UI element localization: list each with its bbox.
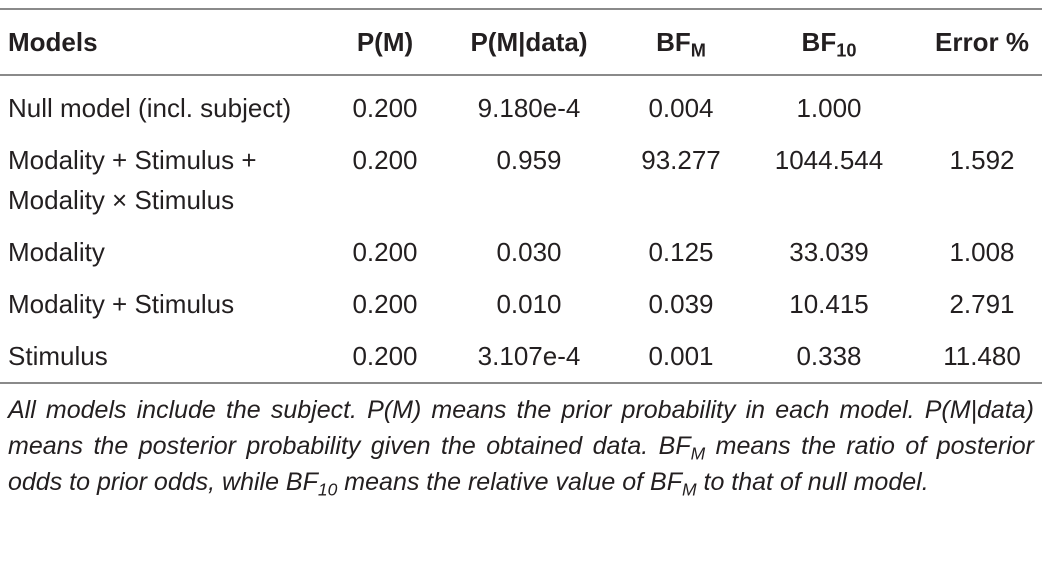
table-cell: 1.000 xyxy=(796,93,862,123)
table-row: Stimulus 0.200 3.107e-4 0.001 0.338 11.480 xyxy=(0,330,1042,383)
header-subscript: M xyxy=(690,39,706,60)
model-name: Modality xyxy=(8,237,105,267)
note-text: to that of null model. xyxy=(696,468,929,496)
table-cell xyxy=(922,75,1042,134)
table-cell: 0.200 xyxy=(352,341,418,371)
table-cell: 0.959 xyxy=(496,145,562,175)
note-subscript: 10 xyxy=(317,479,338,500)
table-cell: 2.791 xyxy=(949,289,1015,319)
table-row: Modality 0.200 0.030 0.125 33.039 1.008 xyxy=(0,226,1042,278)
header-text: BF xyxy=(801,26,837,57)
table-cell: 0.338 xyxy=(796,341,862,371)
header-text: BF xyxy=(656,26,691,57)
table-cell: 0.200 xyxy=(352,237,418,267)
model-name: Null model (incl. subject) xyxy=(8,93,292,123)
table-cell: 11.480 xyxy=(943,341,1021,371)
header-text: P(M) xyxy=(356,26,414,57)
table-cell: 33.039 xyxy=(789,237,869,267)
note-text: All models include the subject. P(M) mea… xyxy=(8,396,1034,460)
table-cell: 0.030 xyxy=(496,237,562,267)
note-subscript: M xyxy=(690,443,706,464)
table-note: All models include the subject. P(M) mea… xyxy=(0,384,1042,500)
note-text: means the relative value of BF xyxy=(337,468,682,496)
header-cell: Error % xyxy=(922,9,1042,75)
table-header: Models P(M) P(M|data) BFM BF10 Error % xyxy=(0,9,1042,75)
table-body: Null model (incl. subject) 0.200 9.180e-4 0… xyxy=(0,75,1042,383)
header-cell: BFM xyxy=(626,9,736,75)
table-cell: 0.001 xyxy=(648,341,714,371)
table-cell: 3.107e-4 xyxy=(477,341,581,371)
header-cell: P(M) xyxy=(338,9,432,75)
model-name: Stimulus xyxy=(8,341,108,371)
table-cell: 0.010 xyxy=(496,289,562,319)
header-cell: BF10 xyxy=(736,9,922,75)
header-cell: Models xyxy=(0,9,338,75)
header-cell: P(M|data) xyxy=(432,9,626,75)
header-text: Models xyxy=(8,26,98,57)
header-text: P(M|data) xyxy=(470,26,588,57)
header-text: Error % xyxy=(935,26,1029,57)
table-cell: 0.200 xyxy=(352,145,418,175)
table-cell: 93.277 xyxy=(641,145,721,175)
table-row: Null model (incl. subject) 0.200 9.180e-4 0… xyxy=(0,75,1042,134)
table-block: Models P(M) P(M|data) BFM BF10 Error % Null m… xyxy=(0,8,1042,500)
note-text: means the ratio of posterior odds to pri… xyxy=(8,432,1034,496)
table-cell: 1044.544 xyxy=(774,145,884,175)
table-cell: 9.180e-4 xyxy=(477,93,581,123)
note-subscript: M xyxy=(681,479,697,500)
table-cell: 0.039 xyxy=(648,289,714,319)
header-subscript: 10 xyxy=(836,39,857,60)
table-cell: 0.200 xyxy=(352,289,418,319)
table-row: Modality + Stimulus + Modality × Stimulu… xyxy=(0,134,1042,226)
table-cell: 0.004 xyxy=(648,93,714,123)
table-cell: 10.415 xyxy=(789,289,869,319)
table-cell: 0.125 xyxy=(648,237,714,267)
table-cell: 1.592 xyxy=(949,145,1015,175)
model-name: Modality + Stimulus + Modality × Stimulu… xyxy=(8,145,257,215)
table-row: Modality + Stimulus 0.200 0.010 0.039 10.415… xyxy=(0,278,1042,330)
table-cell: 1.008 xyxy=(949,237,1015,267)
header-row: Models P(M) P(M|data) BFM BF10 Error % xyxy=(0,9,1042,75)
table: Models P(M) P(M|data) BFM BF10 Error % Null m… xyxy=(0,8,1042,384)
model-name: Modality + Stimulus xyxy=(8,289,235,319)
table-cell: 0.200 xyxy=(352,93,418,123)
